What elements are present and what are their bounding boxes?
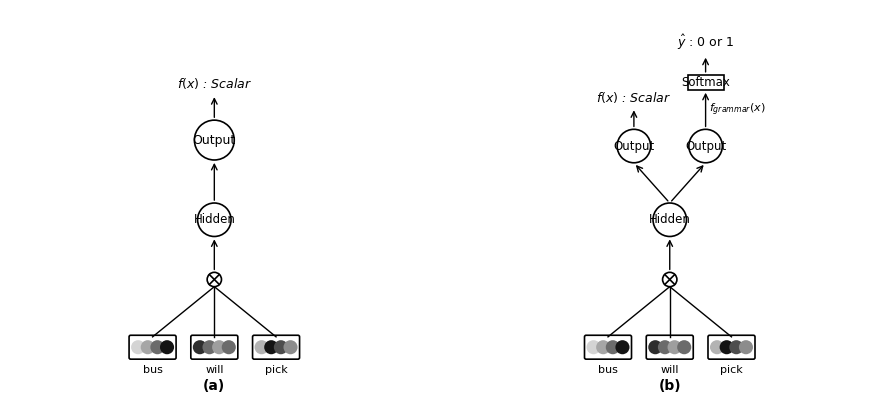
FancyBboxPatch shape [253, 335, 299, 359]
Text: $f(x)$ : Scalar: $f(x)$ : Scalar [177, 76, 252, 92]
Text: Output: Output [613, 139, 655, 152]
FancyBboxPatch shape [585, 335, 631, 359]
Circle shape [587, 340, 601, 354]
Circle shape [197, 203, 231, 236]
Circle shape [255, 340, 269, 354]
Text: pick: pick [264, 365, 288, 375]
Circle shape [213, 340, 226, 354]
Circle shape [653, 203, 687, 236]
Text: $f(x)$ : Scalar: $f(x)$ : Scalar [597, 89, 672, 105]
FancyBboxPatch shape [129, 335, 176, 359]
Circle shape [195, 120, 234, 160]
Text: Hidden: Hidden [194, 213, 235, 226]
Text: Softmax: Softmax [681, 76, 730, 89]
Circle shape [663, 272, 677, 287]
Text: (b): (b) [658, 379, 681, 393]
Circle shape [131, 340, 146, 354]
Circle shape [720, 340, 734, 354]
Circle shape [203, 340, 216, 354]
Circle shape [274, 340, 288, 354]
Circle shape [283, 340, 297, 354]
Text: will: will [205, 365, 223, 375]
Text: pick: pick [720, 365, 743, 375]
Circle shape [141, 340, 154, 354]
Circle shape [193, 340, 207, 354]
Text: Output: Output [685, 139, 726, 152]
Circle shape [207, 272, 221, 287]
Circle shape [221, 340, 236, 354]
Text: $\hat{y}$ : 0 or 1: $\hat{y}$ : 0 or 1 [677, 33, 734, 52]
FancyBboxPatch shape [647, 335, 693, 359]
Circle shape [677, 340, 691, 354]
Circle shape [689, 129, 722, 163]
Text: Output: Output [193, 134, 236, 147]
Text: bus: bus [598, 365, 618, 375]
FancyBboxPatch shape [191, 335, 238, 359]
Circle shape [730, 340, 743, 354]
Circle shape [710, 340, 724, 354]
Circle shape [668, 340, 681, 354]
Circle shape [150, 340, 164, 354]
Text: (a): (a) [204, 379, 225, 393]
Circle shape [648, 340, 663, 354]
Text: $f_{grammar}(x)$: $f_{grammar}(x)$ [709, 101, 765, 118]
Circle shape [739, 340, 753, 354]
Circle shape [658, 340, 672, 354]
Circle shape [617, 129, 651, 163]
Bar [688, 75, 723, 90]
Circle shape [160, 340, 174, 354]
Text: will: will [661, 365, 679, 375]
Text: bus: bus [143, 365, 163, 375]
Text: Hidden: Hidden [649, 213, 690, 226]
Circle shape [597, 340, 610, 354]
FancyBboxPatch shape [708, 335, 755, 359]
Circle shape [615, 340, 630, 354]
Circle shape [605, 340, 620, 354]
Circle shape [264, 340, 279, 354]
